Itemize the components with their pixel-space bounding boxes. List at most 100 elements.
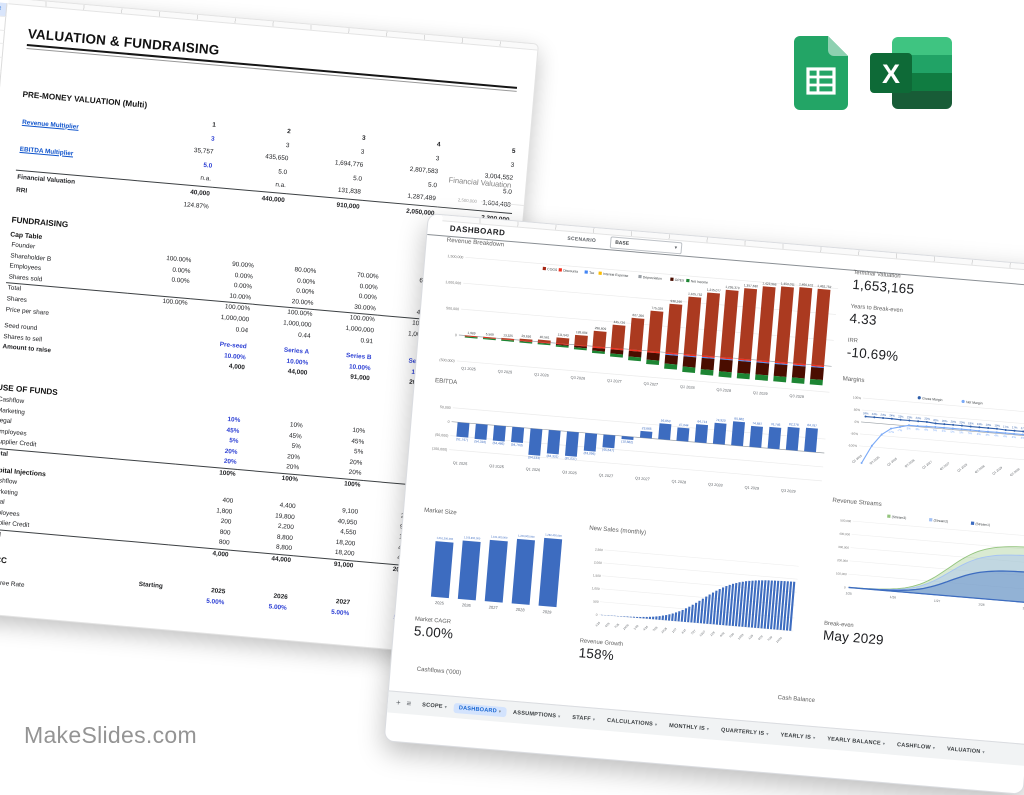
- row-number[interactable]: 4: [0, 30, 5, 45]
- svg-text:24%: 24%: [880, 413, 886, 417]
- kpi-value: -10.69%: [846, 345, 899, 364]
- svg-text:76,746: 76,746: [770, 422, 780, 427]
- svg-text:Q1 2028: Q1 2028: [671, 479, 686, 484]
- svg-text:1,295,373: 1,295,373: [725, 285, 740, 290]
- chevron-down-icon: ▾: [813, 735, 816, 740]
- svg-text:7/26: 7/26: [652, 625, 659, 632]
- svg-text:Net Margin: Net Margin: [966, 400, 983, 405]
- svg-text:4%: 4%: [1003, 434, 1008, 438]
- svg-text:Q3 2027: Q3 2027: [939, 461, 951, 471]
- breakeven-kpi: Break-even May 2029: [822, 621, 885, 648]
- svg-text:298,609: 298,609: [595, 326, 607, 331]
- svg-text:(54,486): (54,486): [492, 441, 504, 446]
- svg-text:Q3 2028: Q3 2028: [716, 388, 731, 393]
- chevron-down-icon: ▾: [933, 745, 936, 750]
- chevron-down-icon: ▾: [558, 714, 561, 719]
- svg-text:4%: 4%: [985, 433, 990, 437]
- svg-text:10/27: 10/27: [698, 629, 706, 637]
- svg-text:7/25: 7/25: [613, 622, 620, 629]
- svg-text:1,000,000: 1,000,000: [445, 280, 461, 285]
- svg-text:Q3 2025: Q3 2025: [869, 455, 881, 465]
- svg-text:3%: 3%: [906, 426, 911, 430]
- svg-text:10/29: 10/29: [775, 636, 783, 644]
- svg-text:5%: 5%: [933, 428, 938, 432]
- svg-text:64,713: 64,713: [697, 419, 707, 424]
- row-number[interactable]: 3: [0, 16, 6, 31]
- sheet-tab-scope[interactable]: SCOPE▾: [417, 699, 453, 712]
- market-size-block: Market Size 1,051,200,000 2025 1,103,900…: [415, 507, 574, 633]
- sheet-tabs: SCOPE▾DASHBOARD▾ASSUMPTIONS▾STAFF▾CALCUL…: [417, 699, 992, 757]
- svg-text:Q1 2026: Q1 2026: [534, 372, 549, 377]
- svg-text:24%: 24%: [872, 412, 878, 416]
- svg-text:1/28: 1/28: [978, 602, 985, 607]
- svg-text:29,636: 29,636: [521, 334, 531, 339]
- svg-text:40,561: 40,561: [540, 335, 550, 340]
- row-number[interactable]: 5: [0, 43, 4, 58]
- svg-text:19%: 19%: [977, 422, 983, 426]
- svg-text:(Stream1): (Stream1): [975, 522, 990, 527]
- svg-text:84,787: 84,787: [807, 423, 817, 428]
- svg-text:111,543: 111,543: [557, 333, 569, 338]
- svg-text:2027: 2027: [489, 604, 499, 610]
- svg-text:5%: 5%: [959, 430, 964, 434]
- svg-text:607,356: 607,356: [632, 313, 644, 318]
- svg-text:4/25: 4/25: [604, 621, 611, 628]
- svg-text:4/28: 4/28: [719, 631, 726, 638]
- sheet-tab-calculations[interactable]: CALCULATIONS▾: [602, 715, 663, 730]
- svg-text:1,450,011: 1,450,011: [781, 282, 795, 287]
- svg-text:(45,647): (45,647): [602, 448, 614, 453]
- sheet-tab-dashboard[interactable]: DASHBOARD▾: [453, 702, 506, 716]
- svg-text:56,853: 56,853: [661, 419, 671, 424]
- google-sheets-icon: [794, 36, 848, 115]
- svg-text:1,989: 1,989: [467, 331, 476, 336]
- svg-text:4%: 4%: [924, 427, 929, 431]
- svg-text:4%: 4%: [1012, 435, 1017, 439]
- svg-text:189,894: 189,894: [576, 330, 588, 335]
- svg-text:Q3 2026: Q3 2026: [904, 458, 916, 468]
- row-number[interactable]: 7: [0, 71, 1, 86]
- sheet-tab-yearly-balance[interactable]: YEARLY BALANCE▾: [822, 733, 891, 749]
- svg-text:1,423,966: 1,423,966: [762, 281, 777, 286]
- svg-text:OPEX: OPEX: [675, 278, 685, 283]
- svg-text:24%: 24%: [863, 411, 869, 415]
- svg-text:5,569: 5,569: [486, 332, 495, 337]
- sheet-tab-monthly-is[interactable]: MONTHLY IS▾: [664, 720, 715, 734]
- all-sheets-menu-button[interactable]: ≡: [406, 693, 412, 714]
- terminal-valuation-kpi: Terminal Valuation 1,653,165: [852, 270, 915, 297]
- market-cagr-kpi: Market CAGR 5.00%: [413, 616, 454, 641]
- svg-text:Q3 2028: Q3 2028: [708, 482, 723, 487]
- svg-text:Net Income: Net Income: [691, 279, 709, 284]
- sheet-tab-yearly-is[interactable]: YEARLY IS▾: [775, 729, 821, 743]
- sheet-tab-assumptions[interactable]: ASSUMPTIONS▾: [508, 707, 566, 722]
- svg-text:500,000: 500,000: [446, 306, 459, 311]
- svg-text:-100%: -100%: [848, 443, 858, 448]
- sheet-tab-staff[interactable]: STAFF▾: [567, 712, 601, 725]
- svg-text:3%: 3%: [915, 427, 920, 431]
- chevron-down-icon: ▾: [707, 726, 710, 731]
- sheet-tab-cashflow[interactable]: CASHFLOW▾: [892, 739, 941, 753]
- svg-text:(10,682): (10,682): [621, 439, 633, 444]
- svg-text:938,246: 938,246: [670, 299, 682, 304]
- svg-text:4/27: 4/27: [680, 628, 687, 635]
- svg-text:1,161,300,000: 1,161,300,000: [491, 534, 508, 539]
- svg-text:Q3 2029: Q3 2029: [781, 489, 796, 494]
- svg-text:Q1 2027: Q1 2027: [921, 459, 933, 469]
- row-number[interactable]: 6: [0, 57, 3, 72]
- svg-text:Q1 2025: Q1 2025: [453, 461, 468, 466]
- svg-text:10/26: 10/26: [660, 626, 668, 634]
- add-sheet-button[interactable]: +: [395, 692, 401, 713]
- cash-balance-label: Cash Balance: [777, 695, 815, 704]
- svg-text:Q3 2026: Q3 2026: [570, 376, 585, 381]
- dashboard-title: DASHBOARD: [449, 224, 505, 238]
- svg-text:Q1 2029: Q1 2029: [744, 485, 759, 490]
- svg-text:100,000: 100,000: [836, 571, 847, 576]
- market-size-chart: 1,051,200,000 2025 1,103,900,000 2026 1,…: [415, 516, 571, 628]
- svg-text:4/26: 4/26: [642, 624, 649, 631]
- chevron-down-icon: ▾: [674, 243, 677, 253]
- years-to-breakeven-kpi: Years to Break-even 4.33: [849, 304, 903, 330]
- svg-text:Q1 2027: Q1 2027: [599, 473, 614, 478]
- row-number[interactable]: 2: [0, 2, 7, 17]
- sheet-tab-valuation[interactable]: VALUATION▾: [942, 743, 990, 757]
- sheet-tab-quarterly-is[interactable]: QUARTERLY IS▾: [716, 724, 774, 739]
